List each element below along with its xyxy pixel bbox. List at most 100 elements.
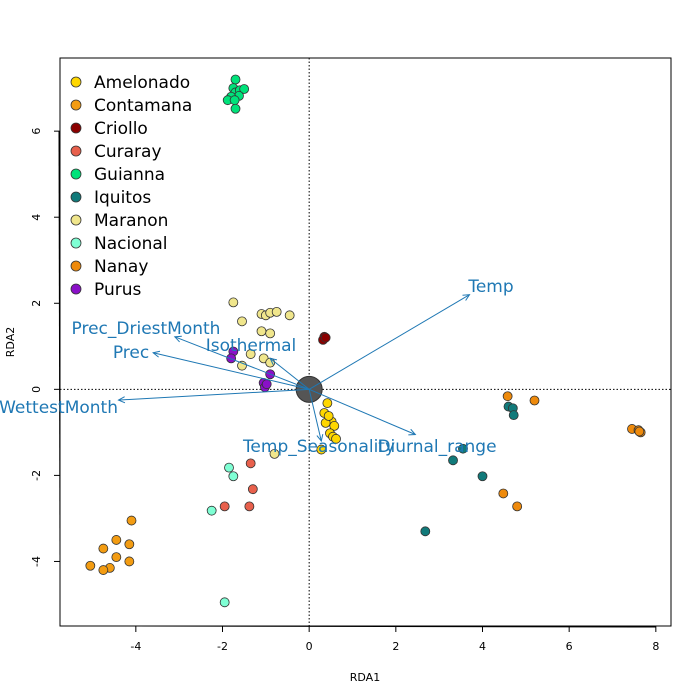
vector-isothermal [269, 357, 310, 390]
point-guianna [229, 95, 240, 106]
point-iquitos [420, 526, 431, 537]
point-purus [261, 379, 272, 390]
vector-temp [308, 294, 470, 390]
point-maranon [271, 306, 282, 317]
point-contamana [98, 543, 109, 554]
vector-arrowhead [408, 428, 417, 436]
y-tick-label: -2 [30, 470, 43, 481]
legend-item: Iquitos [94, 188, 151, 208]
point-maranon [256, 326, 267, 337]
legend-swatch [70, 283, 82, 295]
vector-arrowhead [462, 294, 471, 301]
x-tick-label: 8 [652, 640, 659, 653]
point-amelonado [323, 411, 334, 421]
x-tick-label: 2 [392, 640, 399, 653]
vector-prec_driestmonth [174, 336, 310, 390]
data-points [85, 74, 646, 608]
point-contamana [85, 560, 96, 571]
point-maranon [269, 448, 280, 459]
vector-label: Isothermal [206, 336, 297, 356]
point-contamana [111, 552, 122, 563]
vector-temp_seasonality [308, 389, 322, 442]
x-tick-label: -4 [130, 640, 141, 653]
point-criollo [320, 332, 331, 343]
point-iquitos [477, 471, 488, 482]
legend-item: Purus [94, 280, 141, 300]
vector-label: Diurnal_range [377, 437, 496, 457]
legend-swatch [70, 76, 82, 88]
point-maranon [228, 297, 239, 308]
point-maranon [265, 328, 276, 339]
y-tick-label: 0 [30, 386, 43, 393]
vector-arrowhead [117, 396, 126, 404]
legend-swatch [70, 145, 82, 157]
environment-vectors: Temp Prec_DriestMonth Prec Isothermal Prec_W… [0, 277, 514, 457]
point-nacional [228, 471, 239, 482]
point-guianna [230, 103, 241, 114]
point-nacional [224, 462, 234, 473]
point-amelonado [316, 444, 327, 455]
x-tick-label: 4 [479, 640, 486, 653]
vector-prec_wettestmonth [118, 388, 310, 401]
vector-diurnal_range [308, 388, 416, 435]
vector-arrowhead [173, 335, 182, 343]
legend-swatch [70, 260, 82, 272]
y-tick-label: 2 [30, 300, 43, 307]
y-axis: -4 -2 0 2 4 6 [30, 128, 61, 567]
vector-label: Prec_WettestMonth [0, 398, 118, 418]
point-maranon [245, 349, 256, 359]
point-maranon [237, 316, 247, 327]
point-curaray [219, 501, 230, 512]
legend-swatch [70, 99, 82, 111]
zero-reference-lines [60, 58, 671, 626]
point-amelonado [322, 398, 333, 409]
point-nanay [502, 391, 513, 402]
x-tick-label: 6 [566, 640, 573, 653]
point-contamana [126, 515, 137, 526]
legend-item: Nanay [94, 257, 148, 277]
point-curaray [245, 458, 256, 469]
vector-label: Temp_Seasonality [242, 437, 395, 457]
x-tick-label: 0 [306, 640, 313, 653]
y-tick-label: 6 [30, 128, 43, 135]
point-curaray [247, 484, 258, 495]
point-contamana [111, 535, 122, 545]
point-nanay [512, 501, 523, 512]
legend-swatch [70, 237, 82, 249]
vector-arrowhead [316, 434, 324, 443]
x-tick-label: -2 [217, 640, 228, 653]
point-iquitos [458, 443, 468, 454]
point-guianna [239, 84, 250, 94]
legend-swatch [70, 168, 82, 180]
legend-swatch [70, 191, 82, 203]
vector-label: Prec [113, 343, 149, 363]
point-nanay [529, 395, 540, 406]
legend-item: Guianna [94, 165, 165, 185]
point-amelonado [329, 421, 340, 431]
point-maranon [237, 360, 247, 371]
point-amelonado [331, 433, 341, 444]
point-iquitos [448, 455, 458, 466]
point-contamana [98, 565, 109, 575]
point-nacional [206, 505, 217, 516]
point-guianna [230, 74, 241, 85]
legend-swatch [70, 122, 82, 134]
point-iquitos [508, 410, 519, 421]
vector-arrowhead [269, 357, 278, 365]
y-tick-label: -4 [30, 556, 43, 567]
y-axis-title: RDA2 [4, 327, 17, 357]
legend-item: Maranon [94, 211, 168, 231]
vector-label: Prec_DriestMonth [72, 319, 221, 339]
x-axis: -4 -2 0 2 4 6 8 [130, 625, 659, 653]
legend-item: Contamana [94, 96, 192, 116]
legend-item: Amelonado [94, 73, 190, 93]
x-axis-title: RDA1 [350, 671, 380, 684]
y-tick-label: 4 [30, 214, 43, 221]
point-nacional [219, 597, 230, 608]
vector-arrowhead [152, 350, 161, 358]
point-maranon [284, 310, 295, 321]
legend-item: Curaray [94, 142, 162, 162]
point-curaray [244, 501, 255, 512]
point-contamana [124, 556, 135, 567]
